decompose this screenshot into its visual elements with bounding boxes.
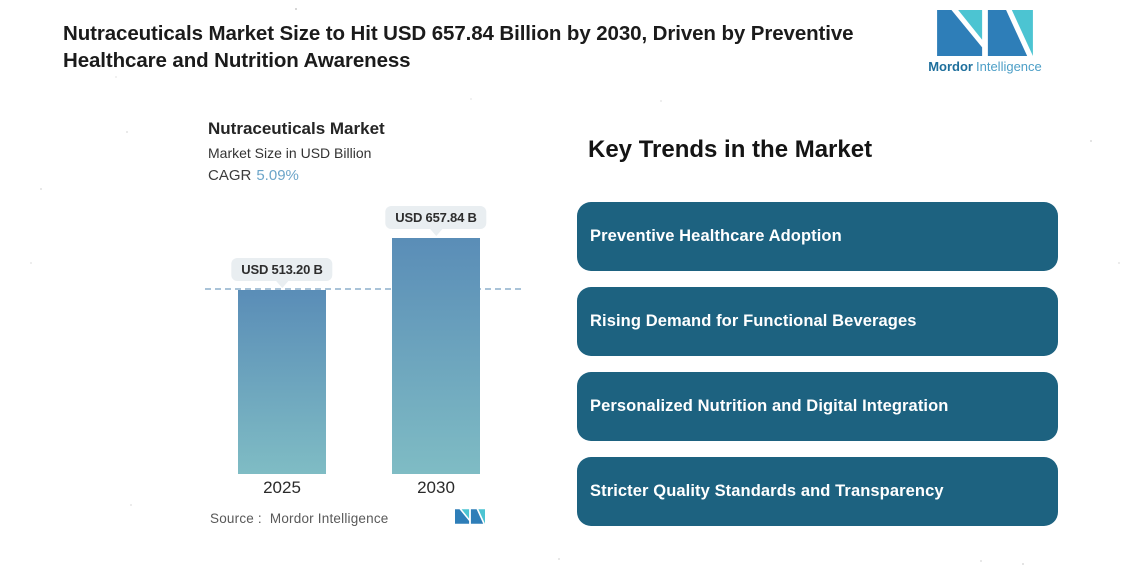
value-callout-2030: USD 657.84 B <box>385 206 487 236</box>
trend-card-functional-beverages: Rising Demand for Functional Beverages <box>577 287 1058 356</box>
bar-group-2030: USD 657.84 B 2030 <box>385 0 487 570</box>
trend-card-preventive-healthcare: Preventive Healthcare Adoption <box>577 202 1058 271</box>
callout-pointer <box>428 228 443 236</box>
key-trends-heading: Key Trends in the Market <box>588 136 873 163</box>
source-value: Mordor Intelligence <box>269 511 389 526</box>
chart-title: Nutraceuticals Market <box>208 119 385 138</box>
category-label-2025: 2025 <box>263 478 301 497</box>
value-label-2030: USD 657.84 B <box>395 210 477 225</box>
bar-2030 <box>392 238 480 474</box>
value-label-2025: USD 513.20 B <box>241 262 323 277</box>
page-title: Nutraceuticals Market Size to Hit USD 65… <box>63 20 973 74</box>
brand-logo: Mordor Intelligence <box>926 10 1044 74</box>
value-callout-2025: USD 513.20 B <box>231 258 333 288</box>
trend-card-label: Rising Demand for Functional Beverages <box>590 312 917 330</box>
chart-subtitle: Market Size in USD Billion <box>208 145 372 161</box>
trend-card-personalized-nutrition: Personalized Nutrition and Digital Integ… <box>577 372 1058 441</box>
source-attribution: Source : Mordor Intelligence <box>210 511 389 526</box>
bar-2025 <box>238 290 326 474</box>
brand-name-bold: Mordor <box>928 59 973 74</box>
trend-card-label: Stricter Quality Standards and Transpare… <box>590 482 944 500</box>
source-label: Source : <box>210 511 262 526</box>
category-label-2030: 2030 <box>417 478 455 497</box>
reference-dashed-line <box>205 288 521 290</box>
mordor-intelligence-mini-logo-icon <box>455 509 485 524</box>
page-title-line2: Healthcare and Nutrition Awareness <box>63 49 411 72</box>
brand-wordmark: Mordor Intelligence <box>926 59 1044 74</box>
chart-cagr: CAGR 5.09% <box>208 167 299 184</box>
trend-card-label: Personalized Nutrition and Digital Integ… <box>590 397 949 415</box>
page-title-line1: Nutraceuticals Market Size to Hit USD 65… <box>63 22 854 45</box>
cagr-value: 5.09% <box>256 167 299 184</box>
bar-group-2025: USD 513.20 B 2025 <box>231 0 333 570</box>
mordor-intelligence-logo-icon <box>937 10 1033 56</box>
trend-card-label: Preventive Healthcare Adoption <box>590 227 842 245</box>
brand-name-light: Intelligence <box>976 59 1042 74</box>
cagr-label: CAGR <box>208 167 252 184</box>
trend-card-quality-standards: Stricter Quality Standards and Transpare… <box>577 457 1058 526</box>
background-noise-specks <box>0 0 2 2</box>
callout-pointer <box>274 280 289 288</box>
